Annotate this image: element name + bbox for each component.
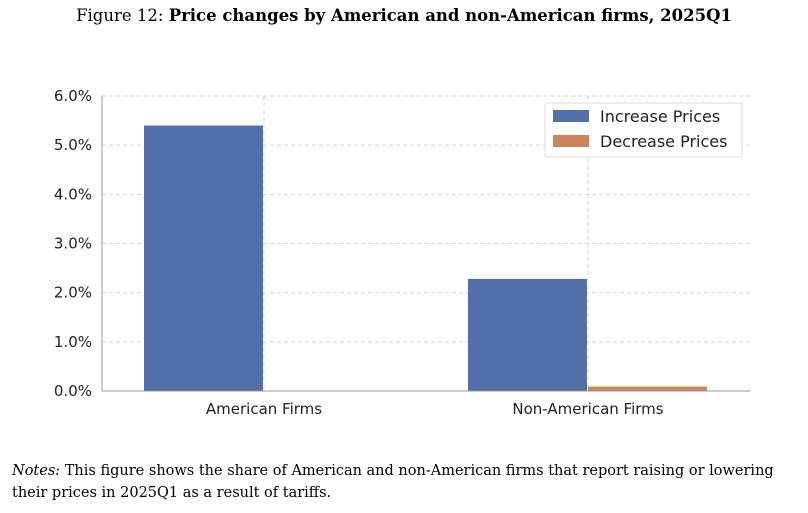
legend-box — [544, 102, 743, 158]
y-tick-label: 3.0% — [54, 235, 92, 253]
figure-title: Figure 12: Price changes by American and… — [0, 6, 808, 25]
bar-increase-prices — [468, 278, 587, 391]
y-tick-label: 1.0% — [54, 333, 92, 351]
bar-decrease-prices — [588, 386, 707, 391]
y-tick-label: 5.0% — [54, 136, 92, 154]
y-tick-label: 2.0% — [54, 284, 92, 302]
figure-title-text: Price changes by American and non-Americ… — [168, 6, 732, 25]
figure-label: Figure 12: — [76, 6, 164, 25]
x-tick-label: American Firms — [206, 400, 322, 418]
legend-swatch — [553, 110, 589, 122]
x-tick-label: Non-American Firms — [512, 400, 663, 418]
bar-chart: 0.0% 1.0% 2.0% 3.0% 4.0% 5.0% 6.0% American Fir… — [54, 87, 750, 418]
notes-text: This figure shows the share of American … — [12, 463, 774, 501]
legend-label: Increase Prices — [600, 107, 720, 126]
legend-swatch — [553, 135, 589, 147]
bar-increase-prices — [144, 125, 263, 391]
notes-label: Notes: — [12, 463, 61, 479]
y-tick-label: 0.0% — [54, 382, 92, 400]
figure-notes: Notes: This figure shows the share of Am… — [12, 460, 796, 504]
y-tick-label: 6.0% — [54, 87, 92, 105]
legend-label: Decrease Prices — [600, 132, 727, 151]
y-tick-label: 4.0% — [54, 185, 92, 203]
